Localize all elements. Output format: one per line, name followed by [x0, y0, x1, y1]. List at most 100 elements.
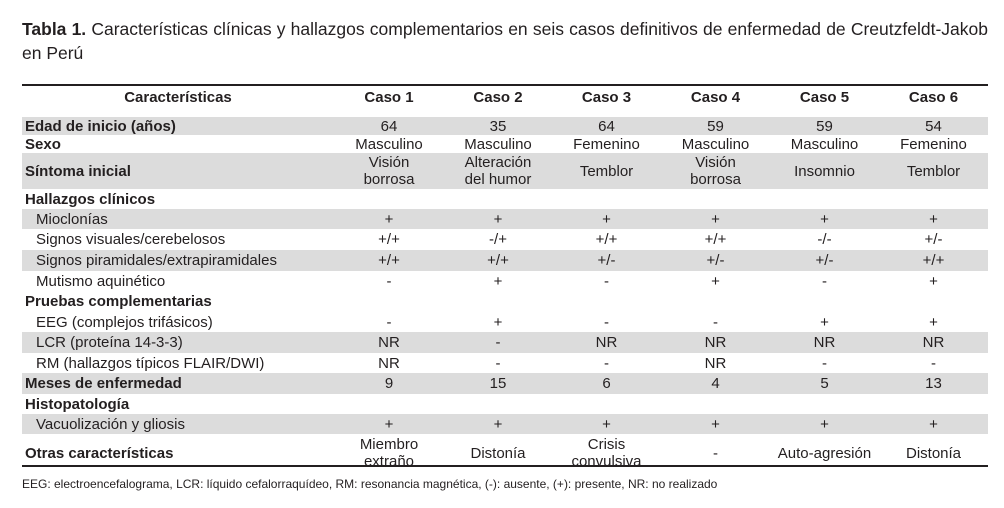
- table-cell: Alteración del humor: [444, 153, 552, 189]
- table-cell: NR: [334, 332, 444, 353]
- table-row: Mutismo aquinético - + - + - +: [22, 271, 988, 291]
- table-cell: -: [386, 272, 392, 290]
- row-label: Otras características: [25, 444, 174, 462]
- caption-text: Características clínicas y hallazgos com…: [22, 19, 988, 63]
- table-cell: -/+: [489, 231, 507, 248]
- table-cell: +: [493, 313, 503, 331]
- table-caption: Tabla 1. Características clínicas y hall…: [22, 17, 988, 65]
- table-cell: Masculino: [464, 135, 532, 153]
- caption-label: Tabla 1.: [22, 19, 87, 39]
- table-cell: +: [661, 209, 770, 229]
- table-cell: +/+: [595, 231, 618, 248]
- table-cell: +: [879, 209, 988, 229]
- table-cell: 59: [661, 117, 770, 135]
- table-cell: NR: [770, 332, 879, 353]
- section-row: Pruebas complementarias: [22, 291, 988, 312]
- table-cell: Auto-agresión: [777, 444, 872, 462]
- table-cell: +: [929, 272, 938, 290]
- table-cell: +/-: [661, 250, 770, 271]
- section-label: Histopatología: [25, 395, 130, 413]
- table-row: Mioclonías + + + + + +: [22, 209, 988, 229]
- row-label: Signos piramidales/extrapiramidales: [22, 250, 334, 271]
- row-label: Mioclonías: [22, 209, 334, 229]
- row-label: Síntoma inicial: [22, 153, 334, 189]
- table-cell: +/-: [924, 231, 943, 248]
- table-cell: -: [822, 354, 827, 372]
- table-cell: Masculino: [355, 135, 423, 153]
- table-row: Meses de enfermedad 9 15 6 4 5 13: [22, 373, 988, 394]
- footnote: EEG: electroencefalograma, LCR: líquido …: [22, 477, 718, 491]
- table-row: Edad de inicio (años) 64 35 64 59 59 54: [22, 117, 988, 135]
- table-cell: +: [661, 414, 770, 434]
- table-cell: Femenino: [900, 135, 967, 153]
- table-cell: NR: [704, 354, 727, 372]
- table-row: Vacuolización y gliosis + + + + + +: [22, 414, 988, 434]
- table-cell: +: [444, 209, 552, 229]
- table-cell: -: [604, 354, 609, 372]
- table-cell: +: [552, 209, 661, 229]
- header-cell: Características: [124, 88, 232, 106]
- section-row: Histopatología: [22, 394, 988, 414]
- table-cell: 35: [444, 117, 552, 135]
- section-label: Pruebas complementarias: [25, 293, 212, 310]
- header-cell: Caso 5: [799, 88, 850, 106]
- table-cell: 54: [879, 117, 988, 135]
- table-row: Síntoma inicial Visión borrosa Alteración…: [22, 153, 988, 189]
- table-cell: 5: [770, 373, 879, 394]
- bottom-rule: [22, 465, 988, 467]
- table-cell: +: [711, 272, 720, 290]
- header-cell: Caso 6: [908, 88, 959, 106]
- table-cell: Masculino: [681, 135, 750, 153]
- table-cell: 6: [552, 373, 661, 394]
- table-cell: -: [931, 354, 936, 372]
- table-cell: Femenino: [573, 135, 640, 153]
- table-cell: +/-: [552, 250, 661, 271]
- row-label: Vacuolización y gliosis: [22, 414, 334, 434]
- table-cell: -: [604, 313, 609, 331]
- header-cell: Caso 4: [690, 88, 741, 106]
- table-cell: +/+: [378, 231, 400, 248]
- table-cell: NR: [378, 354, 400, 372]
- table-cell: -: [495, 354, 501, 372]
- table-cell: NR: [661, 332, 770, 353]
- clinical-table: Características Caso 1 Caso 2 Caso 3 Cas…: [22, 86, 988, 472]
- table-cell: +/+: [704, 231, 727, 248]
- table-cell: 64: [334, 117, 444, 135]
- table-cell: +: [820, 313, 829, 331]
- table-cell: -: [713, 444, 718, 462]
- table-cell: +: [770, 209, 879, 229]
- row-label: Meses de enfermedad: [22, 373, 334, 394]
- table-cell: 13: [879, 373, 988, 394]
- table-cell: +: [493, 272, 503, 290]
- table-row: Sexo Masculino Masculino Femenino Mascul…: [22, 135, 988, 153]
- row-label: Signos visuales/cerebelosos: [36, 231, 226, 248]
- table-row: EEG (complejos trifásicos) - + - - + +: [22, 312, 988, 332]
- table-row: Signos visuales/cerebelosos +/+ -/+ +/+ …: [22, 229, 988, 250]
- table-cell: Distonía: [470, 444, 526, 462]
- table-cell: -/-: [817, 231, 832, 248]
- table-cell: Insomnio: [770, 153, 879, 189]
- table-cell: 15: [444, 373, 552, 394]
- table-row: LCR (proteína 14-3-3) NR - NR NR NR NR: [22, 332, 988, 353]
- section-row: Hallazgos clínicos: [22, 189, 988, 209]
- table-cell: Temblor: [879, 153, 988, 189]
- table-cell: +: [552, 414, 661, 434]
- table-cell: +: [770, 414, 879, 434]
- table-cell: 4: [661, 373, 770, 394]
- table-cell: NR: [552, 332, 661, 353]
- row-label: LCR (proteína 14-3-3): [22, 332, 334, 353]
- table-cell: +/+: [444, 250, 552, 271]
- table-cell: +/+: [879, 250, 988, 271]
- header-row: Características Caso 1 Caso 2 Caso 3 Cas…: [22, 86, 988, 108]
- row-label: Mutismo aquinético: [36, 272, 166, 290]
- table-cell: -: [386, 313, 392, 331]
- table-cell: +/+: [334, 250, 444, 271]
- table-cell: -: [713, 313, 718, 331]
- table-cell: -: [444, 332, 552, 353]
- table-cell: 64: [552, 117, 661, 135]
- table-cell: 9: [334, 373, 444, 394]
- table-cell: -: [604, 272, 609, 290]
- table-row: RM (hallazgos típicos FLAIR/DWI) NR - - …: [22, 353, 988, 373]
- table-cell: +: [879, 414, 988, 434]
- table-cell: +/-: [770, 250, 879, 271]
